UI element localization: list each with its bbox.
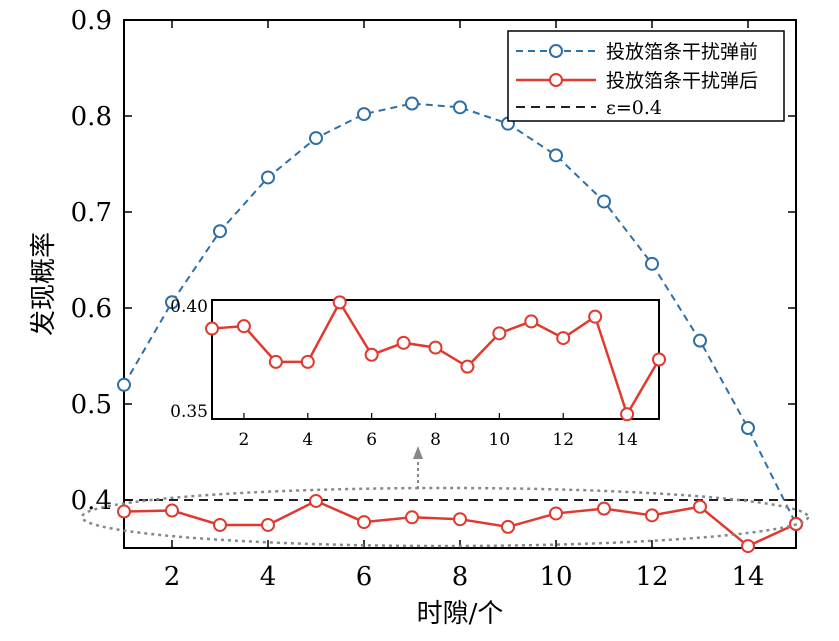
point-after bbox=[405, 510, 419, 525]
inset-axes: 2 4 6 8 10 12 14 0.35 0.40 bbox=[170, 297, 638, 450]
point-after bbox=[741, 539, 755, 554]
point-before bbox=[741, 421, 755, 435]
inset-point bbox=[588, 309, 603, 324]
inset-point bbox=[236, 319, 251, 334]
y-tick-label: 0.4 bbox=[71, 486, 112, 516]
inset-point bbox=[524, 314, 539, 329]
inset-x-tick-label: 8 bbox=[430, 430, 441, 450]
point-after bbox=[261, 517, 275, 532]
point-after bbox=[165, 503, 179, 518]
point-before bbox=[165, 295, 179, 310]
zoom-arrow-head bbox=[413, 446, 423, 459]
inset-point bbox=[620, 407, 635, 422]
point-before bbox=[693, 333, 707, 348]
inset-point bbox=[396, 335, 411, 350]
inset-point bbox=[332, 295, 347, 310]
x-tick-label: 12 bbox=[635, 562, 668, 592]
legend-label: 投放箔条干扰弹后 bbox=[606, 70, 758, 92]
inset-point bbox=[460, 359, 475, 374]
point-before bbox=[357, 107, 371, 122]
point-after bbox=[549, 506, 563, 521]
y-axis-title: 发现概率 bbox=[29, 232, 59, 336]
series-layer bbox=[117, 96, 803, 554]
x-tick-label: 6 bbox=[356, 562, 373, 592]
x-axis-title: 时隙/个 bbox=[417, 599, 504, 629]
point-before bbox=[597, 194, 611, 209]
y-tick-label: 0.5 bbox=[71, 390, 112, 420]
inset-x-tick-label: 4 bbox=[302, 430, 313, 450]
inset-x-tick-label: 14 bbox=[616, 430, 638, 450]
point-after bbox=[117, 504, 131, 519]
point-after bbox=[357, 515, 371, 530]
point-after bbox=[501, 519, 515, 534]
point-before bbox=[645, 256, 659, 271]
inset-point bbox=[428, 340, 443, 355]
inset-point bbox=[300, 354, 315, 369]
x-tick-label: 4 bbox=[260, 562, 277, 592]
inset-point bbox=[652, 352, 666, 367]
inset-y-tick-label: 0.40 bbox=[170, 297, 208, 317]
legend-marker bbox=[549, 73, 563, 87]
point-after bbox=[597, 501, 611, 516]
point-after bbox=[309, 493, 323, 508]
inset-x-tick-label: 2 bbox=[239, 430, 250, 450]
legend-marker bbox=[549, 44, 563, 58]
inset-series bbox=[205, 295, 666, 422]
legend-label: 投放箔条干扰弹前 bbox=[606, 41, 758, 63]
point-after bbox=[453, 512, 467, 527]
y-tick-label: 0.6 bbox=[71, 294, 112, 324]
point-before bbox=[261, 170, 275, 185]
point-before bbox=[213, 224, 227, 239]
inset-point bbox=[556, 331, 571, 346]
point-before bbox=[405, 96, 419, 111]
y-tick-label: 0.9 bbox=[71, 6, 112, 36]
inset-x-tick-label: 6 bbox=[366, 430, 377, 450]
point-after bbox=[645, 508, 659, 523]
point-before bbox=[453, 100, 467, 115]
y-tick-label: 0.7 bbox=[71, 198, 112, 228]
x-tick-label: 2 bbox=[164, 562, 181, 592]
point-before bbox=[117, 377, 131, 392]
x-tick-label: 8 bbox=[452, 562, 469, 592]
x-tick-label: 10 bbox=[539, 562, 572, 592]
inset-point bbox=[268, 354, 283, 369]
inset-y-tick-label: 0.35 bbox=[170, 402, 208, 422]
point-before bbox=[309, 131, 323, 146]
x-axis: 2 4 6 8 10 12 14 bbox=[164, 20, 765, 592]
legend-label: ε=0.4 bbox=[606, 97, 662, 119]
zoom-ellipse bbox=[80, 486, 810, 548]
inset-x-tick-label: 10 bbox=[489, 430, 511, 450]
inset-x-tick-label: 12 bbox=[552, 430, 574, 450]
point-before bbox=[549, 148, 563, 163]
point-after bbox=[693, 499, 707, 514]
series-line-before bbox=[123, 102, 797, 525]
y-tick-label: 0.8 bbox=[71, 102, 112, 132]
y-axis: 0.4 0.5 0.6 0.7 0.8 0.9 bbox=[71, 6, 796, 516]
inset-point bbox=[492, 326, 507, 341]
point-after bbox=[213, 517, 227, 532]
inset-point bbox=[205, 321, 219, 336]
inset-point bbox=[364, 347, 379, 362]
x-tick-label: 14 bbox=[731, 562, 764, 592]
